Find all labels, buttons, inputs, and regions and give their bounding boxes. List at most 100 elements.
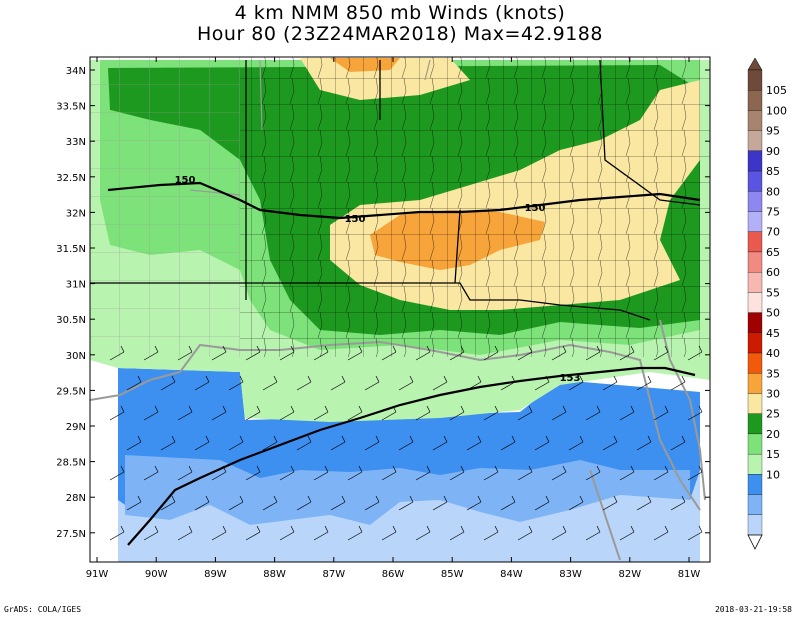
colorbar-label: 50 bbox=[766, 307, 780, 320]
wind-barb bbox=[279, 525, 295, 541]
wind-barb bbox=[160, 495, 176, 511]
footer-timestamp: 2018-03-21-19:58 bbox=[714, 605, 792, 614]
contour-label: 150 bbox=[345, 214, 366, 225]
wind-barb bbox=[619, 345, 635, 361]
lon-tick-label: 91W bbox=[86, 569, 109, 580]
wind-barb bbox=[211, 525, 227, 541]
lat-tick-label: 32.5N bbox=[56, 173, 86, 184]
lat-tick-label: 27.5N bbox=[56, 529, 86, 540]
colorbar-swatch bbox=[747, 413, 763, 435]
wind-barb bbox=[398, 375, 414, 391]
lon-tick-label: 87W bbox=[322, 569, 345, 580]
wind-barb bbox=[449, 465, 465, 481]
colorbar-swatch bbox=[747, 211, 763, 232]
wind-barb bbox=[177, 405, 193, 421]
wind-barb bbox=[585, 345, 601, 361]
wind-barb bbox=[551, 405, 567, 421]
colorbar-label: 30 bbox=[766, 387, 780, 400]
lat-tick-label: 33.5N bbox=[56, 102, 86, 113]
wind-barb bbox=[534, 495, 550, 511]
lat-tick-label: 28N bbox=[66, 493, 86, 504]
lat-tick-label: 31.5N bbox=[56, 244, 86, 255]
wind-barb bbox=[143, 405, 159, 421]
colorbar-swatch bbox=[747, 191, 763, 212]
contour-153 bbox=[127, 366, 696, 546]
colorbar-label: 10 bbox=[766, 468, 780, 481]
wind-barb bbox=[279, 345, 295, 361]
wind-barb bbox=[551, 465, 567, 481]
lat-tick-label: 29N bbox=[66, 422, 86, 433]
wind-barb bbox=[670, 375, 686, 391]
wind-barb bbox=[109, 465, 125, 481]
wind-barb bbox=[381, 405, 397, 421]
wind-barb bbox=[313, 345, 329, 361]
wind-barb bbox=[177, 465, 193, 481]
contour-label: 150 bbox=[525, 203, 546, 214]
wind-barbs bbox=[109, 345, 703, 541]
wind-barb bbox=[347, 405, 363, 421]
colorbar-label: 40 bbox=[766, 347, 780, 360]
wind-barb bbox=[364, 375, 380, 391]
colorbar-swatch bbox=[747, 110, 763, 131]
colorbar-label: 55 bbox=[766, 286, 780, 299]
lon-tick-label: 90W bbox=[145, 569, 168, 580]
wind-barb bbox=[143, 525, 159, 541]
lat-tick-label: 28.5N bbox=[56, 458, 86, 469]
wind-barb bbox=[500, 435, 516, 451]
wind-barb bbox=[636, 495, 652, 511]
wind-barb bbox=[194, 435, 210, 451]
wind-barb bbox=[653, 345, 669, 361]
wind-barb bbox=[415, 525, 431, 541]
colorbar-swatch bbox=[747, 272, 763, 293]
wind-barb bbox=[670, 435, 686, 451]
wind-barb bbox=[177, 345, 193, 361]
wind-barb bbox=[687, 345, 703, 361]
wind-barb bbox=[347, 345, 363, 361]
contour-label: 153 bbox=[560, 373, 581, 384]
wind-barb bbox=[109, 405, 125, 421]
wind-barb bbox=[296, 435, 312, 451]
wind-barb bbox=[364, 435, 380, 451]
wind-barb bbox=[687, 525, 703, 541]
wind-barb bbox=[143, 345, 159, 361]
wind-barb bbox=[483, 405, 499, 421]
colorbar-label: 95 bbox=[766, 125, 780, 138]
wind-barb bbox=[245, 345, 261, 361]
wind-barb bbox=[160, 375, 176, 391]
wind-barb bbox=[466, 375, 482, 391]
colorbar-swatch bbox=[747, 90, 763, 111]
wind-barb bbox=[483, 465, 499, 481]
wind-barb bbox=[313, 405, 329, 421]
wind-barb bbox=[500, 495, 516, 511]
wind-barb bbox=[415, 405, 431, 421]
lat-tick-label: 31N bbox=[66, 280, 86, 291]
colorbar-swatch bbox=[747, 170, 763, 192]
wind-barb bbox=[194, 375, 210, 391]
lat-tick-label: 32N bbox=[66, 208, 86, 219]
wind-barb bbox=[449, 525, 465, 541]
wind-barb bbox=[126, 375, 142, 391]
colorbar-label: 80 bbox=[766, 185, 780, 198]
wind-barb bbox=[194, 495, 210, 511]
lon-tick-label: 83W bbox=[559, 569, 582, 580]
wind-barb bbox=[517, 465, 533, 481]
wind-barb bbox=[296, 495, 312, 511]
wind-barb bbox=[687, 405, 703, 421]
wind-barb bbox=[432, 435, 448, 451]
wind-barb bbox=[551, 525, 567, 541]
wind-barb bbox=[534, 435, 550, 451]
wind-barb bbox=[602, 495, 618, 511]
shade-15-20-south bbox=[125, 455, 690, 525]
wind-barb bbox=[211, 465, 227, 481]
wind-barb bbox=[432, 495, 448, 511]
wind-barb bbox=[483, 345, 499, 361]
wind-barb bbox=[296, 375, 312, 391]
wind-barb bbox=[619, 465, 635, 481]
wind-barb bbox=[398, 435, 414, 451]
map-frame bbox=[89, 56, 711, 563]
lon-tick-label: 82W bbox=[618, 569, 641, 580]
contour-150-a bbox=[107, 181, 701, 220]
state-lines bbox=[90, 59, 701, 321]
wind-barb bbox=[585, 525, 601, 541]
wind-barb bbox=[347, 525, 363, 541]
